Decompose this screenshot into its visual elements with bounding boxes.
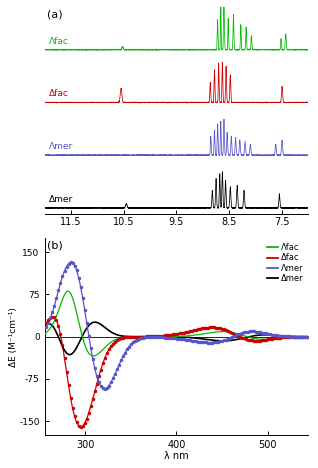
Text: Λmer: Λmer [49, 142, 73, 151]
Text: Δfac: Δfac [49, 89, 69, 98]
X-axis label: λ nm: λ nm [164, 452, 189, 461]
Text: (b): (b) [47, 240, 63, 250]
Text: (a): (a) [47, 9, 63, 19]
Text: Λfac: Λfac [49, 37, 69, 46]
Y-axis label: ΔE (M⁻¹cm⁻¹): ΔE (M⁻¹cm⁻¹) [9, 307, 18, 366]
Legend: Λfac, Δfac, Λmer, Δmer: Λfac, Δfac, Λmer, Δmer [263, 240, 307, 286]
Text: Δmer: Δmer [49, 195, 73, 204]
